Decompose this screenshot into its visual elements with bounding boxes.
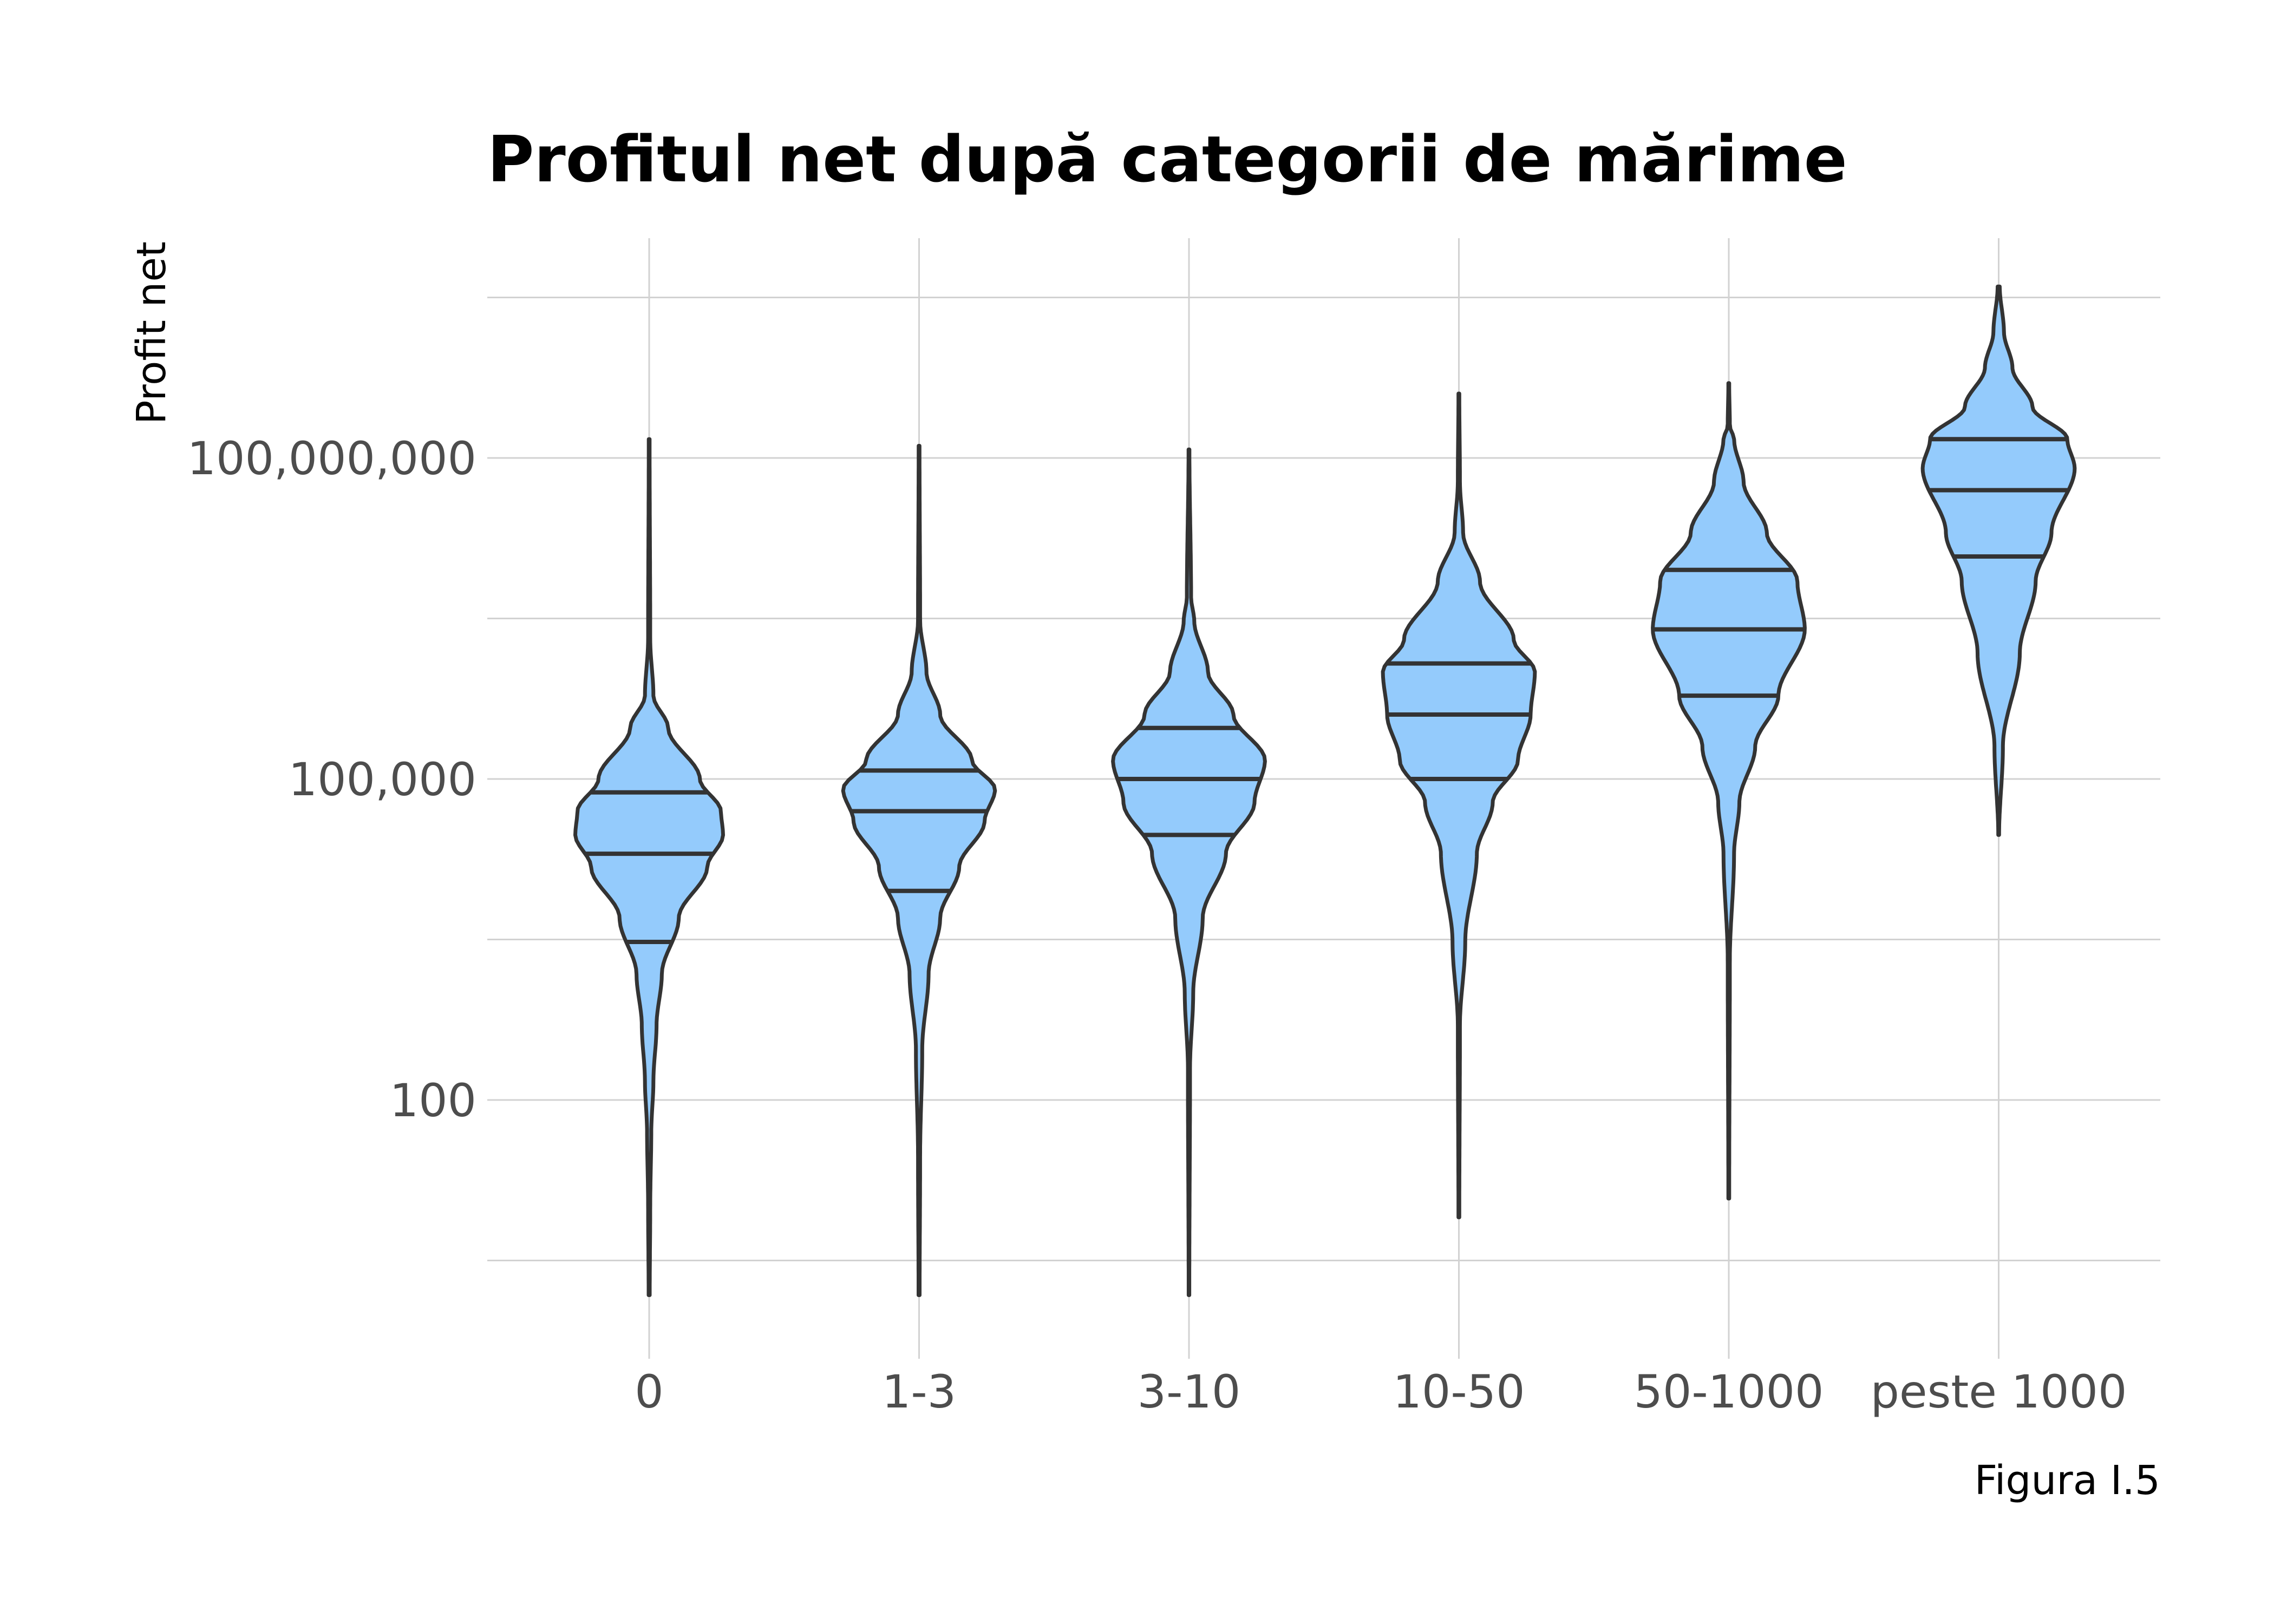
x-tick-label: 3-10: [1138, 1365, 1241, 1418]
x-tick-label: peste 1000: [1871, 1365, 2127, 1418]
violin-peste-1000: [1920, 284, 2077, 837]
violin-shape: [1651, 381, 1807, 1201]
violin-shape: [1111, 447, 1267, 1297]
violin-50-1000: [1651, 381, 1807, 1201]
x-tick-label: 1-3: [882, 1365, 956, 1418]
violin-shape: [841, 444, 997, 1297]
violins: [573, 284, 2077, 1297]
figure-caption: Figura I.5: [1975, 1457, 2160, 1504]
grid-lines: [487, 238, 2160, 1359]
y-tick-label: 100,000,000: [187, 432, 476, 485]
violin-1-3: [841, 444, 997, 1297]
y-axis-label: Profit net: [128, 241, 175, 424]
y-tick-label: 100: [390, 1074, 476, 1127]
violin-shape: [1381, 391, 1537, 1220]
violin-3-10: [1111, 447, 1267, 1297]
violin-shape: [573, 437, 725, 1297]
violin-shape: [1920, 284, 2077, 837]
x-tick-label: 50-1000: [1634, 1365, 1824, 1418]
violin-0: [573, 437, 725, 1297]
y-tick-label: 100,000: [289, 753, 476, 806]
x-tick-label: 0: [635, 1365, 663, 1418]
axis-tick-labels: 100 100,000 100,000,000 0 1-3 3-10 10-50 50-100…: [187, 432, 2127, 1418]
x-tick-label: 10-50: [1393, 1365, 1525, 1418]
chart-title: Profitul net după categorii de mărime: [487, 122, 1847, 197]
violin-10-50: [1381, 391, 1537, 1220]
